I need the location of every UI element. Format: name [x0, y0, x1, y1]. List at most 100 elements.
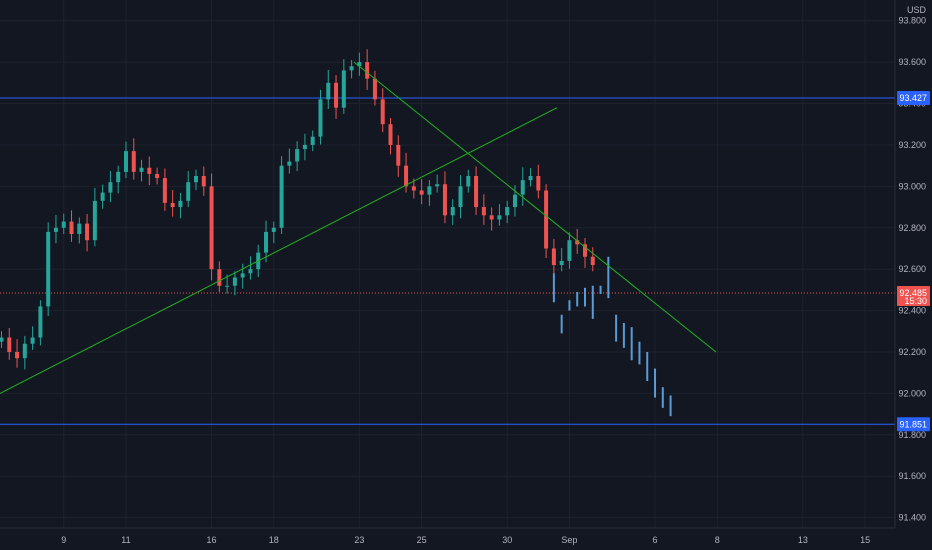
candle-body — [567, 240, 572, 261]
current-price-label: 92.485 — [899, 288, 927, 298]
y-tick-label: 92.200 — [898, 347, 926, 357]
candle-body — [357, 62, 362, 67]
y-tick-label: 92.400 — [898, 306, 926, 316]
candle-body — [404, 165, 409, 187]
x-tick-label: 15 — [860, 535, 870, 545]
candle-body — [466, 176, 471, 187]
candle-body — [108, 182, 113, 193]
candle-body — [279, 165, 284, 228]
ascending-trendline — [0, 107, 558, 394]
x-tick-label: 23 — [354, 535, 364, 545]
y-tick-label: 92.000 — [898, 388, 926, 398]
level-tag — [897, 417, 930, 432]
x-tick-label: 30 — [502, 535, 512, 545]
x-tick-label: 25 — [417, 535, 427, 545]
candle-body — [22, 343, 27, 359]
candle-body — [341, 70, 346, 108]
candle-body — [512, 194, 517, 208]
candle-body — [474, 176, 479, 208]
candle-body — [38, 306, 43, 338]
candle-body — [162, 178, 167, 203]
candle-body — [380, 99, 385, 125]
candle-body — [583, 244, 587, 257]
candle-body — [46, 231, 51, 307]
y-tick-label: 91.400 — [898, 513, 926, 523]
level-tag-label: 91.851 — [899, 419, 927, 429]
candle-body — [520, 180, 525, 195]
candle-body — [365, 62, 370, 79]
candle-body — [295, 149, 300, 162]
candle-body — [497, 215, 502, 220]
candle-body — [442, 184, 447, 216]
candle-body — [318, 99, 323, 137]
candle-body — [92, 200, 97, 241]
candle-body — [123, 151, 128, 172]
candle-body — [209, 186, 214, 270]
candle-body — [505, 207, 510, 216]
candle-body — [7, 337, 12, 352]
candle-body — [116, 171, 121, 183]
y-tick-label: 93.000 — [898, 181, 926, 191]
candle-body — [170, 202, 175, 208]
candle-body — [139, 167, 144, 172]
candle-body — [396, 144, 401, 166]
candle-body — [186, 182, 191, 201]
candle-body — [411, 186, 416, 191]
candle-body — [201, 176, 206, 187]
candle-body — [85, 223, 90, 241]
candle-body — [349, 66, 354, 71]
candle-body — [240, 273, 245, 278]
candle-body — [225, 285, 230, 287]
candle-body — [427, 186, 432, 195]
trendlines[interactable] — [0, 61, 717, 394]
price-axis[interactable] — [895, 0, 932, 550]
x-tick-label: 13 — [798, 535, 808, 545]
level-tag-label: 93.427 — [899, 93, 927, 103]
candle-body — [287, 161, 292, 166]
level-tag — [897, 90, 930, 105]
candle-body — [178, 200, 183, 208]
candle-body — [489, 215, 494, 220]
y-tick-label: 92.600 — [898, 264, 926, 274]
candle-body — [271, 227, 276, 232]
candle-body — [528, 176, 533, 181]
y-tick-label: 91.800 — [898, 430, 926, 440]
x-tick-label: 8 — [715, 535, 720, 545]
candle-body — [458, 186, 463, 208]
candle-body — [155, 173, 160, 179]
x-tick-label: 6 — [653, 535, 658, 545]
candle-body — [536, 176, 541, 191]
x-tick-label: 11 — [121, 535, 130, 545]
candle-body — [194, 176, 198, 183]
candle-body — [232, 277, 237, 286]
grid — [0, 0, 895, 528]
y-tick-label: 91.600 — [898, 471, 926, 481]
candle-body — [248, 269, 253, 274]
candle-body — [217, 269, 222, 286]
x-axis-ticks: 9 11 16 18 23 25 30 Sep 6 8 13 15 — [61, 535, 870, 545]
candle-body — [575, 240, 580, 245]
descending-trendline — [353, 61, 717, 353]
y-tick-label: 93.800 — [898, 16, 926, 26]
candle-body — [450, 207, 455, 216]
candle-body — [100, 192, 105, 201]
candle-body — [372, 78, 377, 100]
current-price-tag — [897, 285, 930, 306]
candle-body — [69, 221, 74, 234]
candle-body — [388, 124, 393, 145]
candle-body — [30, 337, 35, 344]
currency-label: USD — [907, 5, 927, 15]
projection-bars — [552, 256, 672, 417]
x-tick-label: Sep — [561, 535, 577, 545]
candle-body — [264, 231, 269, 253]
candle-body — [326, 82, 331, 100]
horizontal-levels[interactable] — [0, 97, 895, 425]
current-price-countdown: 15:30 — [904, 296, 927, 306]
candle-body — [590, 256, 595, 266]
candle-body — [481, 207, 486, 216]
candle-body — [310, 136, 315, 145]
y-tick-label: 93.200 — [898, 140, 926, 150]
